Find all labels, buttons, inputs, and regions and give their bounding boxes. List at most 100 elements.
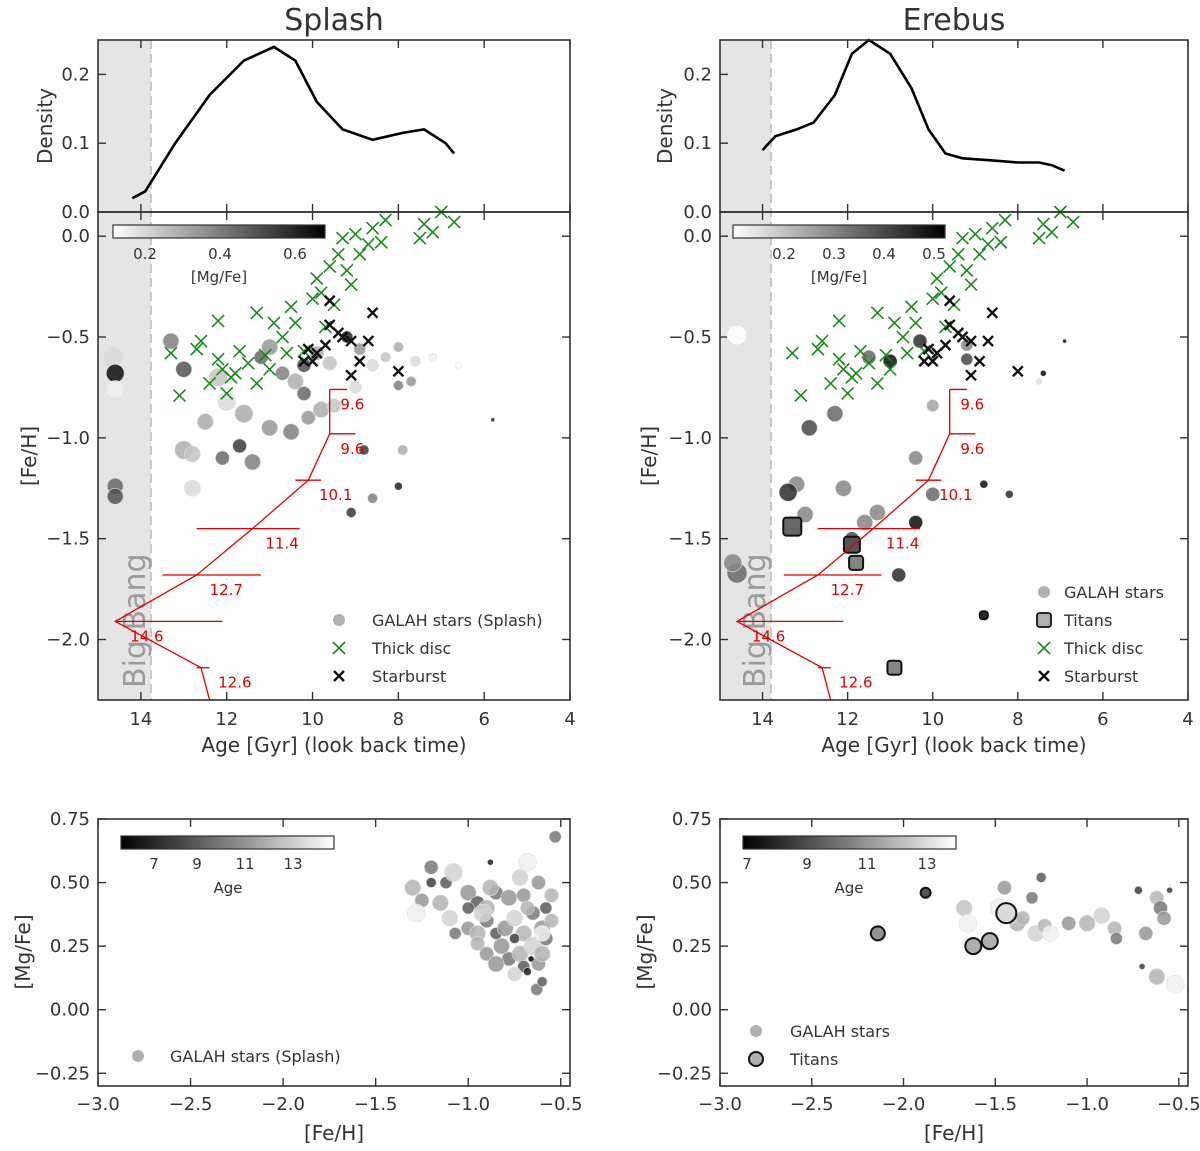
legend-marker-starburst bbox=[1038, 670, 1050, 682]
thick-disc-point bbox=[194, 334, 208, 348]
galah-star-point bbox=[482, 879, 499, 897]
x-tick-label: 4 bbox=[564, 709, 575, 730]
thick-disc-point bbox=[284, 300, 298, 314]
colorbar-tick: 0.4 bbox=[208, 245, 232, 263]
thick-disc-point bbox=[233, 344, 247, 358]
age-track-label: 14.6 bbox=[130, 627, 163, 645]
galah-star-point bbox=[1015, 910, 1031, 926]
thick-disc-point bbox=[870, 306, 884, 320]
thick-disc-point bbox=[378, 213, 393, 227]
starburst-point bbox=[366, 306, 379, 319]
y-tick-label: −2.0 bbox=[668, 630, 712, 651]
thick-disc-point bbox=[288, 316, 302, 330]
titan-point bbox=[869, 925, 886, 942]
thick-disc-point bbox=[964, 278, 978, 292]
thick-disc-point bbox=[361, 237, 375, 251]
galah-star-point bbox=[726, 324, 748, 346]
galah-star-point bbox=[232, 438, 247, 454]
galah-star-point bbox=[215, 450, 230, 466]
x-tick-label: 10 bbox=[301, 709, 324, 730]
x-tick-label: 8 bbox=[393, 709, 404, 730]
colorbar-tick: 13 bbox=[917, 855, 936, 873]
starburst-point bbox=[306, 355, 319, 368]
splash-mgfe-panel: 0.75 0.50 0.25 0.00 −0.25 −3.0 −2.5 −2.0 −1.5 −1.… bbox=[11, 809, 583, 1145]
colorbar-gradient bbox=[732, 224, 946, 239]
y-tick-label: 0.1 bbox=[683, 133, 712, 154]
starburst-point bbox=[345, 369, 358, 382]
y-axis-label: [Fe/H] bbox=[17, 426, 41, 486]
galah-star-point bbox=[322, 355, 338, 371]
galah-star-point bbox=[506, 909, 523, 927]
galah-star-point bbox=[296, 386, 312, 401]
x-tick-label: 10 bbox=[921, 709, 944, 730]
density-axis-label: Density bbox=[33, 88, 57, 164]
density-plot: 0.0 0.1 0.2 bbox=[683, 38, 1189, 223]
x-tick-label: 4 bbox=[1182, 709, 1193, 730]
galah-star-point bbox=[275, 365, 290, 381]
age-track-label: 11.4 bbox=[886, 535, 919, 553]
galah-star-point bbox=[353, 342, 367, 356]
colorbar-label: [Mg/Fe] bbox=[191, 268, 247, 286]
thick-disc-point bbox=[331, 247, 345, 261]
thick-disc-point bbox=[832, 314, 846, 328]
colorbar-tick: 0.4 bbox=[872, 245, 896, 263]
galah-star-point bbox=[1035, 872, 1047, 883]
thick-disc-point bbox=[220, 386, 234, 401]
galah-star-point bbox=[544, 913, 559, 929]
thick-disc-point bbox=[348, 227, 363, 241]
thick-disc-point bbox=[336, 231, 350, 245]
y-tick-label: 0.00 bbox=[50, 1000, 90, 1021]
galah-star-point bbox=[162, 332, 180, 350]
colorbar: 0.2 0.3 0.4 0.5 [Mg/Fe] bbox=[732, 224, 946, 286]
y-tick-label: −1.0 bbox=[668, 428, 712, 449]
thick-disc-point bbox=[305, 292, 320, 306]
y-tick-label: 0.2 bbox=[61, 64, 90, 85]
y-tick-label: −0.25 bbox=[657, 1063, 712, 1084]
thick-disc-point bbox=[870, 376, 884, 390]
legend-entry: Thick disc bbox=[371, 639, 451, 658]
x-tick-label: 12 bbox=[836, 709, 859, 730]
thick-disc-point bbox=[447, 215, 461, 229]
thick-disc-point bbox=[887, 316, 902, 330]
galah-star-point bbox=[217, 392, 236, 411]
galah-star-point bbox=[244, 453, 261, 471]
galah-star-point bbox=[926, 399, 940, 412]
starburst-point bbox=[973, 355, 986, 368]
x-tick-label: −1.5 bbox=[354, 1094, 398, 1115]
age-track-label: 9.6 bbox=[340, 440, 364, 458]
galah-star-point bbox=[544, 887, 559, 903]
thick-disc-point bbox=[900, 346, 914, 360]
y-tick-label: 0.0 bbox=[61, 226, 90, 247]
density-axis-label: Density bbox=[653, 88, 677, 164]
legend-marker-galah bbox=[750, 1025, 762, 1037]
age-track-label: 10.1 bbox=[319, 486, 352, 504]
galah-star-point bbox=[105, 363, 125, 383]
galah-star-point bbox=[826, 405, 844, 423]
y-tick-label: −0.25 bbox=[35, 1063, 90, 1084]
galah-star-point bbox=[448, 927, 462, 940]
galah-star-point bbox=[520, 900, 535, 916]
legend-entry: Starburst bbox=[1064, 667, 1138, 686]
galah-star-point bbox=[1110, 932, 1123, 945]
galah-star-point bbox=[1004, 489, 1014, 499]
colorbar-tick: 11 bbox=[857, 855, 876, 873]
galah-star-point bbox=[530, 983, 544, 996]
starburst-point bbox=[943, 294, 956, 307]
thick-disc-point bbox=[202, 376, 217, 390]
age-track-label: 12.7 bbox=[831, 581, 864, 599]
galah-star-point bbox=[533, 925, 551, 942]
thick-disc-point bbox=[211, 314, 225, 328]
galah-star-point bbox=[349, 381, 362, 394]
scatter-plot: 0.0 −0.5 −1.0 −1.5 −2.0 14 12 10 8 6 4 9.6 9.6 10.1 11… bbox=[46, 205, 576, 730]
thick-disc-point bbox=[853, 344, 867, 358]
y-tick-label: 0.0 bbox=[683, 202, 712, 223]
starburst-point bbox=[982, 335, 994, 347]
legend-marker-galah bbox=[1038, 586, 1050, 598]
y-tick-label: 0.25 bbox=[672, 936, 712, 957]
colorbar-gradient bbox=[120, 835, 335, 850]
x-axis-label: Age [Gyr] (look back time) bbox=[821, 733, 1086, 757]
splash-top-panel: Splash Big Bang 0.00.10.2 0.0−0.5−1.0−1.… bbox=[17, 3, 576, 757]
galah-star-point bbox=[527, 955, 535, 963]
age-track-label: 10.1 bbox=[939, 486, 972, 504]
